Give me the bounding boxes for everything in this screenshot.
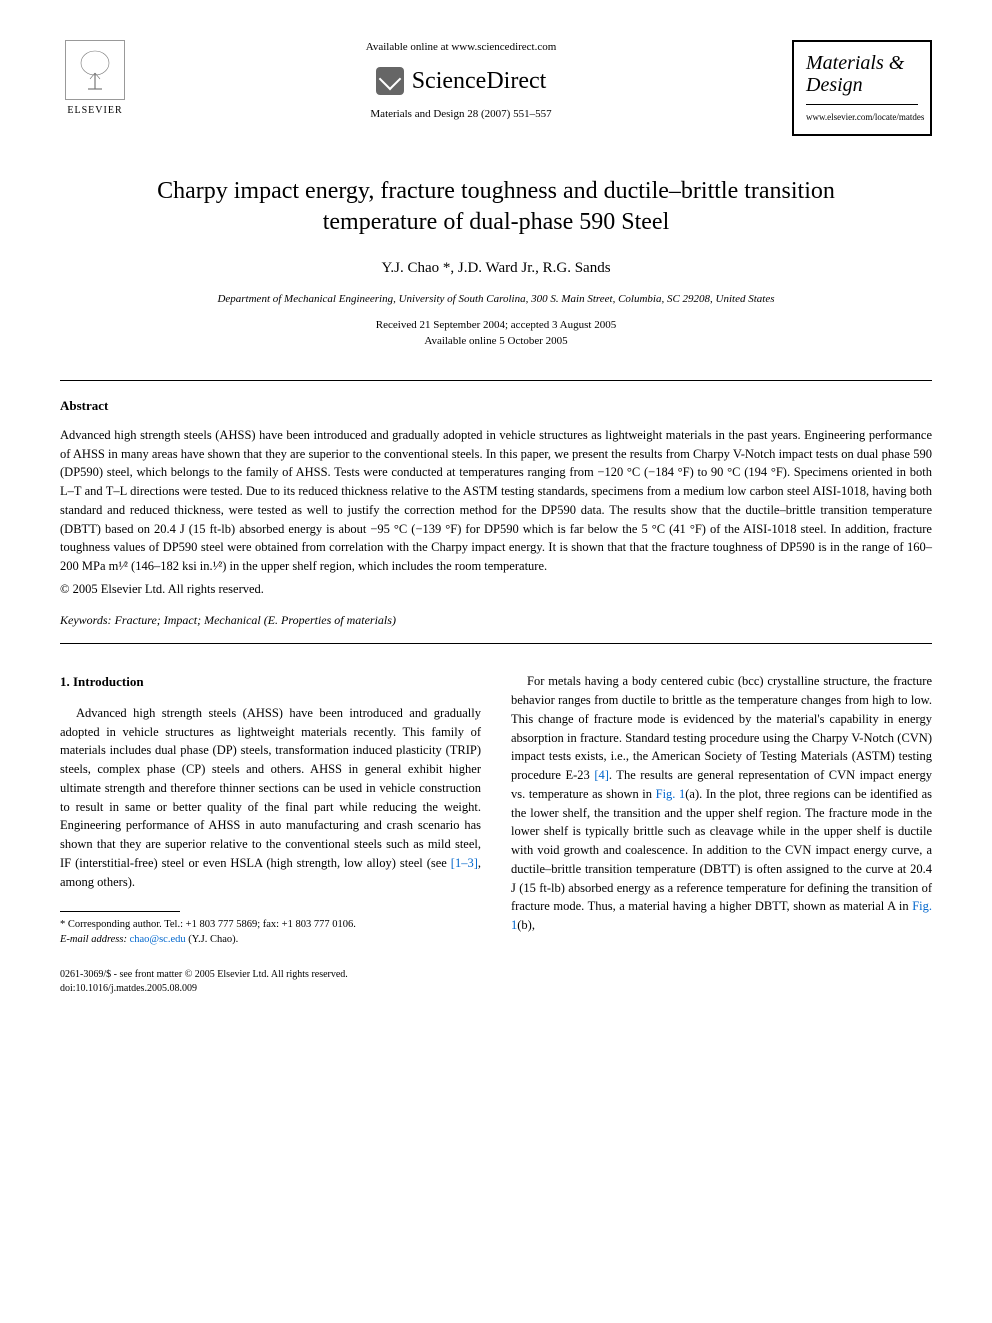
ref-4[interactable]: [4] — [594, 768, 609, 782]
email-tail: (Y.J. Chao). — [186, 934, 239, 945]
journal-reference: Materials and Design 28 (2007) 551–557 — [150, 107, 772, 123]
abstract-copyright: © 2005 Elsevier Ltd. All rights reserved… — [60, 580, 932, 598]
journal-name: Materials & Design — [806, 52, 918, 105]
center-header: Available online at www.sciencedirect.co… — [130, 40, 792, 123]
sciencedirect-brand: ScienceDirect — [150, 64, 772, 99]
rule-top — [60, 380, 932, 381]
sciencedirect-icon — [376, 67, 404, 95]
intro-heading: 1. Introduction — [60, 672, 481, 692]
footer-copyright: 0261-3069/$ - see front matter © 2005 El… — [60, 968, 932, 982]
journal-url: www.elsevier.com/locate/matdes — [806, 111, 918, 124]
available-online-text: Available online at www.sciencedirect.co… — [150, 40, 772, 56]
body-columns: 1. Introduction Advanced high strength s… — [60, 672, 932, 947]
corresponding-author-footnote: * Corresponding author. Tel.: +1 803 777… — [60, 918, 481, 947]
elsevier-label: ELSEVIER — [67, 104, 122, 119]
email-label: E-mail address: — [60, 934, 127, 945]
keywords-text: Fracture; Impact; Mechanical (E. Propert… — [112, 613, 396, 627]
rule-bottom — [60, 643, 932, 644]
abstract-text: Advanced high strength steels (AHSS) hav… — [60, 426, 932, 576]
paper-title: Charpy impact energy, fracture toughness… — [100, 176, 892, 238]
page-footer: 0261-3069/$ - see front matter © 2005 El… — [60, 968, 932, 996]
column-right: For metals having a body centered cubic … — [511, 672, 932, 947]
journal-box: Materials & Design www.elsevier.com/loca… — [792, 40, 932, 136]
intro-paragraph-2: For metals having a body centered cubic … — [511, 672, 932, 935]
intro-paragraph-1: Advanced high strength steels (AHSS) hav… — [60, 704, 481, 892]
affiliation: Department of Mechanical Engineering, Un… — [60, 292, 932, 308]
page-header: ELSEVIER Available online at www.science… — [60, 40, 932, 136]
keywords-label: Keywords: — [60, 613, 112, 627]
corresponding-line: * Corresponding author. Tel.: +1 803 777… — [60, 918, 481, 933]
authors: Y.J. Chao *, J.D. Ward Jr., R.G. Sands — [60, 258, 932, 280]
publication-dates: Received 21 September 2004; accepted 3 A… — [60, 318, 932, 350]
ref-1-3[interactable]: [1–3] — [451, 856, 478, 870]
footer-doi: doi:10.1016/j.matdes.2005.08.009 — [60, 982, 932, 996]
sciencedirect-text: ScienceDirect — [412, 64, 547, 99]
elsevier-tree-icon — [65, 40, 125, 100]
available-date: Available online 5 October 2005 — [424, 335, 567, 347]
elsevier-logo: ELSEVIER — [60, 40, 130, 119]
column-left: 1. Introduction Advanced high strength s… — [60, 672, 481, 947]
keywords: Keywords: Fracture; Impact; Mechanical (… — [60, 612, 932, 629]
abstract-heading: Abstract — [60, 397, 932, 416]
email-link[interactable]: chao@sc.edu — [127, 934, 186, 945]
footnote-rule — [60, 911, 180, 912]
email-line: E-mail address: chao@sc.edu (Y.J. Chao). — [60, 933, 481, 948]
fig-1a-link[interactable]: Fig. 1 — [656, 787, 686, 801]
received-date: Received 21 September 2004; accepted 3 A… — [376, 319, 616, 331]
